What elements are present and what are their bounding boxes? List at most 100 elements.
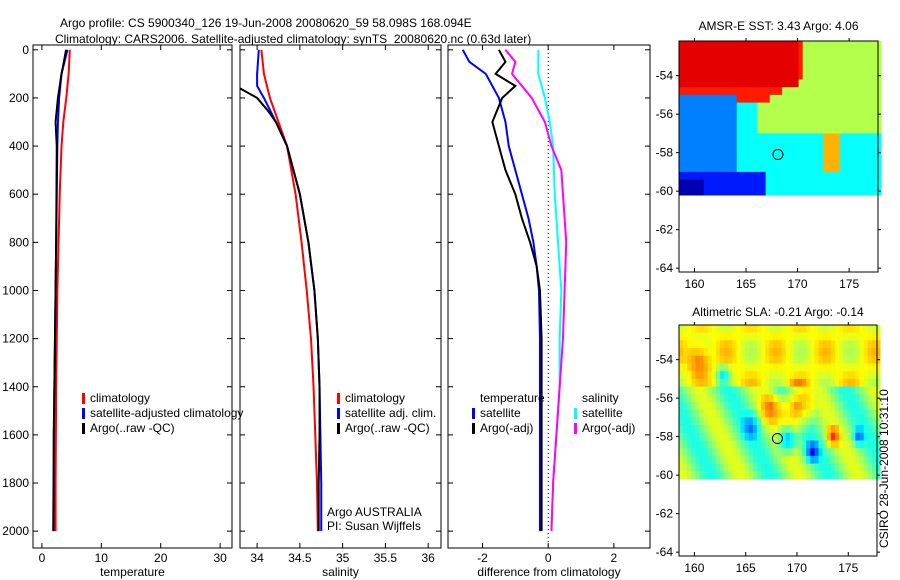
map-cell bbox=[711, 156, 717, 165]
map-cell bbox=[699, 64, 705, 73]
map-cell bbox=[736, 455, 742, 465]
map-cell bbox=[818, 378, 824, 388]
map-cell bbox=[789, 371, 795, 380]
map-cell bbox=[699, 340, 705, 349]
map-cell bbox=[875, 325, 881, 334]
map-cell bbox=[732, 164, 738, 173]
map-cell bbox=[835, 164, 841, 173]
map-cell bbox=[822, 363, 828, 372]
x-tick-label: 2 bbox=[611, 551, 618, 565]
footer-timestamp: CSIRO 28-Jun-2008 10:31:10 bbox=[877, 389, 891, 548]
map-cell bbox=[769, 48, 775, 57]
map-cell bbox=[793, 440, 799, 449]
map-cell bbox=[830, 402, 836, 411]
map-cell bbox=[720, 71, 725, 80]
map-cell bbox=[834, 355, 840, 364]
map-cell bbox=[752, 332, 758, 341]
map-cell bbox=[769, 148, 775, 157]
map-cell bbox=[761, 118, 767, 127]
axes-box bbox=[239, 44, 442, 549]
map-cell bbox=[724, 94, 729, 104]
map-cell bbox=[736, 156, 742, 165]
map-cell bbox=[830, 394, 836, 403]
map-cell bbox=[757, 118, 762, 127]
map-cell bbox=[852, 87, 857, 96]
map-cell bbox=[699, 355, 705, 364]
map-cell bbox=[720, 409, 725, 418]
map-cell bbox=[703, 409, 709, 418]
map-cell bbox=[752, 432, 758, 441]
map-cell bbox=[876, 156, 882, 165]
map-cell bbox=[773, 141, 779, 150]
map-cell bbox=[839, 340, 844, 349]
map-cell bbox=[868, 187, 874, 196]
map-cell bbox=[679, 187, 684, 196]
map-cell bbox=[876, 56, 882, 65]
map-cell bbox=[794, 171, 800, 181]
map-cell bbox=[848, 94, 853, 104]
map-cell bbox=[740, 409, 746, 418]
x-axis-label: temperature bbox=[100, 565, 165, 579]
map-cell bbox=[839, 102, 845, 111]
map-cell bbox=[839, 64, 845, 73]
map-cell bbox=[868, 48, 874, 57]
map-cell bbox=[732, 94, 738, 104]
map-cell bbox=[752, 463, 758, 472]
map-cell bbox=[786, 64, 791, 73]
map-cell bbox=[785, 340, 791, 349]
map-cell bbox=[740, 71, 746, 80]
map-cell bbox=[732, 118, 738, 127]
map-cell bbox=[819, 110, 824, 119]
map-cell bbox=[871, 440, 877, 449]
legend-label: satellite-adjusted climatology bbox=[90, 406, 243, 420]
map-cell bbox=[761, 363, 766, 372]
map-cell bbox=[843, 417, 848, 426]
map-cell bbox=[830, 348, 836, 357]
map-cell bbox=[793, 355, 799, 364]
map-cell bbox=[790, 110, 795, 119]
map-cell bbox=[691, 41, 696, 50]
map-cell bbox=[757, 64, 762, 73]
map-cell bbox=[847, 332, 852, 341]
map-cell bbox=[761, 432, 766, 441]
map-cell bbox=[806, 110, 812, 119]
map-cell bbox=[724, 471, 729, 480]
map-cell bbox=[769, 378, 774, 388]
map-cell bbox=[798, 110, 804, 119]
map-cell bbox=[732, 425, 737, 434]
map-cell bbox=[732, 64, 738, 73]
y-tick-label: 1600 bbox=[2, 428, 29, 442]
map-cell bbox=[720, 378, 725, 388]
map-cell bbox=[834, 386, 840, 395]
map-cell bbox=[860, 133, 866, 142]
map-cell bbox=[740, 332, 746, 341]
title-line2: Climatology: CARS2006. Satellite-adjuste… bbox=[55, 32, 531, 46]
map-cell bbox=[863, 363, 869, 372]
map-cell bbox=[860, 79, 866, 88]
map-cell bbox=[826, 332, 832, 341]
map-cell bbox=[826, 417, 832, 426]
map-cell bbox=[711, 87, 717, 96]
map-cell bbox=[830, 409, 836, 418]
map-cell bbox=[782, 110, 787, 119]
map-cell bbox=[798, 94, 804, 104]
map-cell bbox=[860, 125, 866, 134]
map-cell bbox=[823, 118, 828, 127]
map-cell bbox=[773, 325, 778, 334]
map-cell bbox=[679, 41, 684, 50]
map-cell bbox=[826, 448, 832, 457]
map-cell bbox=[852, 187, 857, 196]
map-cell bbox=[790, 64, 795, 73]
map-cell bbox=[716, 87, 721, 96]
map-cell bbox=[802, 133, 808, 142]
map-cell bbox=[777, 171, 783, 181]
map-cell bbox=[859, 363, 865, 372]
map-cell bbox=[819, 148, 824, 157]
map-cell bbox=[761, 133, 767, 142]
map-cell bbox=[715, 448, 721, 457]
legend-swatch bbox=[82, 408, 85, 419]
map-cell bbox=[806, 79, 812, 88]
map-cell bbox=[822, 386, 828, 395]
map-cell bbox=[752, 348, 758, 357]
map-cell bbox=[707, 187, 713, 196]
